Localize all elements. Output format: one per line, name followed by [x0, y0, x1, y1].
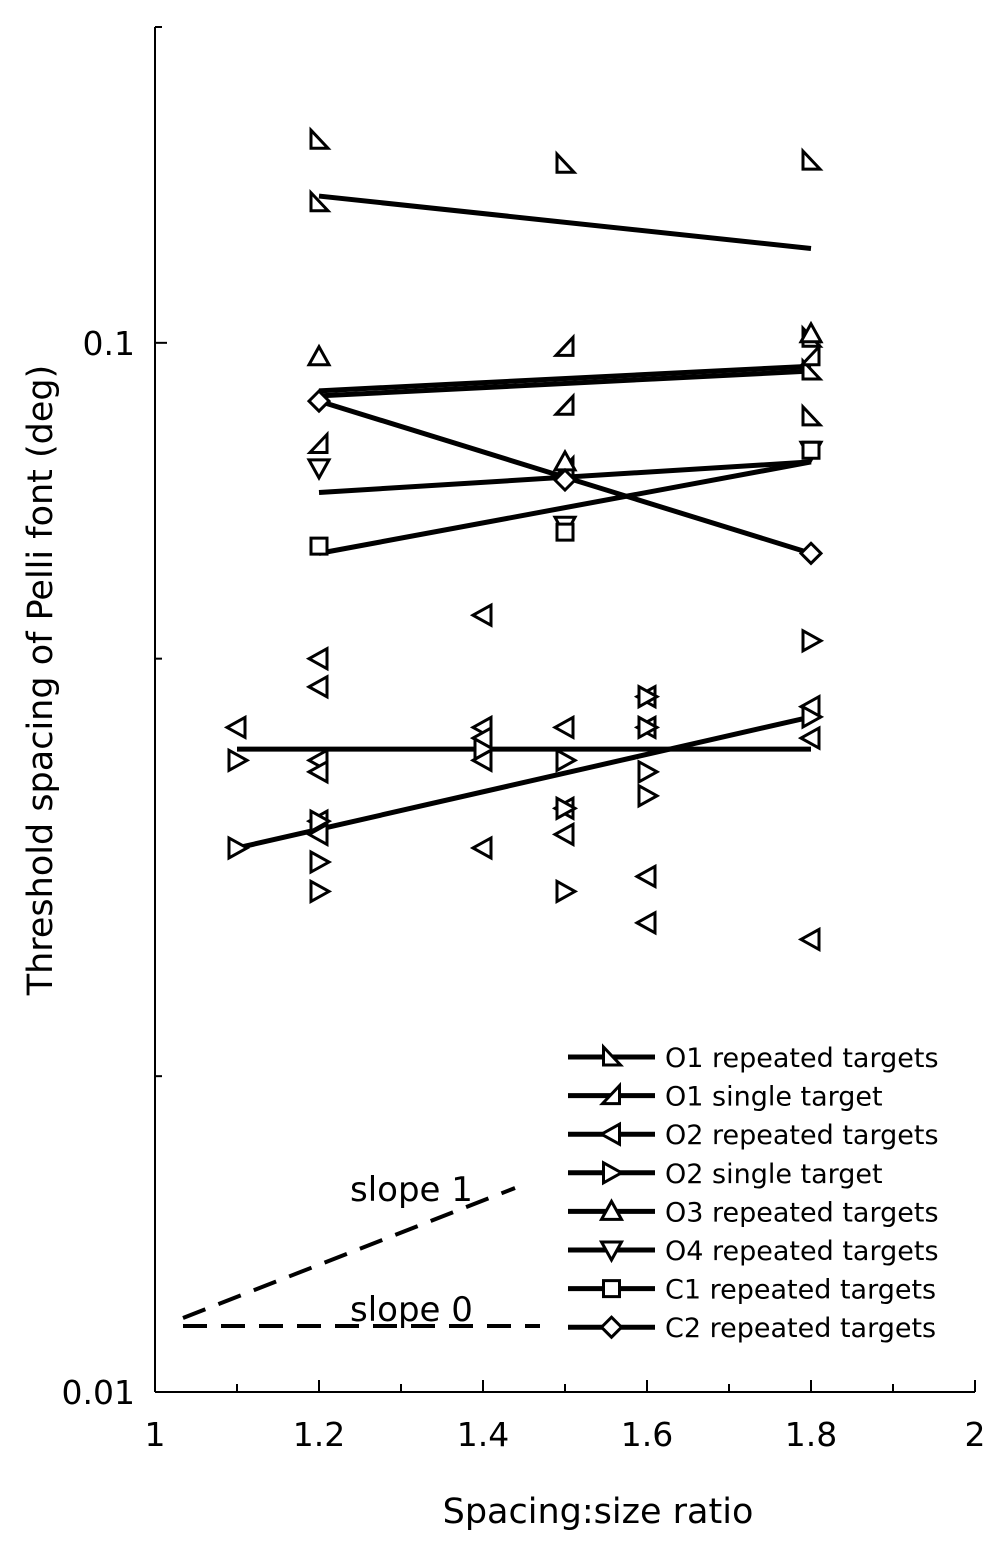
point-o1-repeated-targets — [309, 126, 332, 150]
legend-label: O2 repeated targets — [665, 1120, 939, 1151]
point-o2-single-target — [309, 878, 333, 904]
legend: O1 repeated targets O1 single target O2 re… — [568, 1043, 939, 1344]
point-o2-single-target — [227, 835, 251, 861]
markers — [223, 126, 825, 952]
point-o2-single-target — [309, 808, 333, 834]
point-o1-repeated-targets — [555, 150, 578, 174]
x-tick-label: 2 — [965, 1415, 986, 1454]
point-c2-repeated-targets — [306, 388, 332, 414]
point-o1-single-target — [306, 430, 329, 455]
fit-lines — [236, 193, 812, 851]
y-tick-label: 0.1 — [83, 324, 135, 363]
x-tick-label: 1 — [145, 1415, 166, 1454]
x-axis-title: Spacing:size ratio — [443, 1492, 754, 1532]
legend-label: C2 repeated targets — [665, 1313, 936, 1344]
legend-label: O2 single target — [665, 1159, 883, 1190]
point-o2-repeated-targets — [551, 714, 575, 740]
point-o2-repeated-targets — [797, 926, 821, 952]
point-o2-repeated-targets — [305, 646, 329, 672]
point-o2-single-target — [309, 849, 333, 875]
point-o2-repeated-targets — [797, 725, 821, 751]
fit-line — [318, 459, 812, 556]
y-axis-title: Threshold spacing of Pelli font (deg) — [21, 365, 61, 997]
point-c1-repeated-targets — [555, 522, 575, 542]
axes: 1 1.2 1.4 1.6 1.8 2 0.01 0.1 — [62, 26, 986, 1454]
point-o2-single-target — [227, 747, 251, 773]
point-o2-single-target — [637, 684, 661, 710]
point-c1-repeated-targets — [801, 440, 821, 460]
point-o1-single-target — [552, 392, 575, 416]
legend-marker-o2-repeated-targets — [598, 1121, 621, 1147]
legend-marker-o1-repeated-targets — [602, 1043, 624, 1067]
fit-line — [318, 193, 812, 251]
point-c2-repeated-targets — [798, 541, 824, 566]
point-o2-repeated-targets — [305, 674, 329, 700]
legend-marker-o1-single-target — [599, 1081, 621, 1106]
point-o2-single-target — [637, 783, 661, 809]
point-o2-single-target — [555, 747, 579, 773]
y-tick-label: 0.01 — [62, 1373, 135, 1412]
point-o1-repeated-targets — [801, 403, 824, 427]
point-o1-single-target — [798, 342, 821, 367]
legend-marker-c1-repeated-targets — [602, 1279, 621, 1299]
point-o2-single-target — [801, 704, 825, 730]
point-o3-repeated-targets — [798, 320, 824, 344]
point-o4-repeated-targets — [306, 458, 332, 481]
legend-marker-o4-repeated-targets — [598, 1240, 625, 1264]
point-o1-repeated-targets — [309, 188, 332, 213]
fit-line — [318, 368, 812, 399]
legend-marker-o3-repeated-targets — [598, 1198, 625, 1221]
point-o2-repeated-targets — [551, 821, 575, 847]
point-o1-repeated-targets — [801, 147, 824, 171]
legend-label: O3 repeated targets — [665, 1197, 939, 1228]
fit-line — [318, 363, 812, 394]
point-c1-repeated-targets — [309, 536, 329, 556]
legend-marker-c2-repeated-targets — [599, 1315, 624, 1340]
x-tick-label: 1.6 — [621, 1415, 673, 1454]
point-o2-repeated-targets — [469, 602, 493, 628]
x-tick-label: 1.2 — [293, 1415, 345, 1454]
point-c2-repeated-targets — [552, 467, 578, 493]
point-o2-single-target — [555, 878, 579, 904]
fit-line — [236, 714, 812, 851]
annotation-slope-0: slope 0 — [350, 1290, 473, 1330]
point-o2-repeated-targets — [633, 910, 657, 936]
annotation-slope-1: slope 1 — [350, 1170, 473, 1210]
point-o2-single-target — [637, 759, 661, 785]
x-tick-label: 1.8 — [785, 1415, 837, 1454]
legend-marker-o2-single-target — [602, 1160, 625, 1186]
reference-lines — [182, 1186, 540, 1328]
legend-label: O4 repeated targets — [665, 1236, 939, 1267]
point-o2-repeated-targets — [305, 821, 329, 847]
point-o1-single-target — [552, 333, 575, 357]
point-o2-repeated-targets — [633, 863, 657, 890]
point-o3-repeated-targets — [306, 343, 332, 367]
legend-label: O1 single target — [665, 1082, 883, 1113]
slope-1-line — [182, 1186, 516, 1320]
point-o2-single-target — [555, 795, 579, 821]
point-o2-single-target — [801, 628, 825, 654]
point-o2-repeated-targets — [223, 714, 247, 740]
legend-label: O1 repeated targets — [665, 1043, 939, 1074]
point-o2-single-target — [473, 736, 497, 762]
legend-label: C1 repeated targets — [665, 1275, 936, 1306]
point-o2-repeated-targets — [469, 835, 493, 861]
point-o2-single-target — [637, 714, 661, 740]
point-o2-repeated-targets — [305, 759, 329, 785]
x-tick-label: 1.4 — [457, 1415, 509, 1454]
